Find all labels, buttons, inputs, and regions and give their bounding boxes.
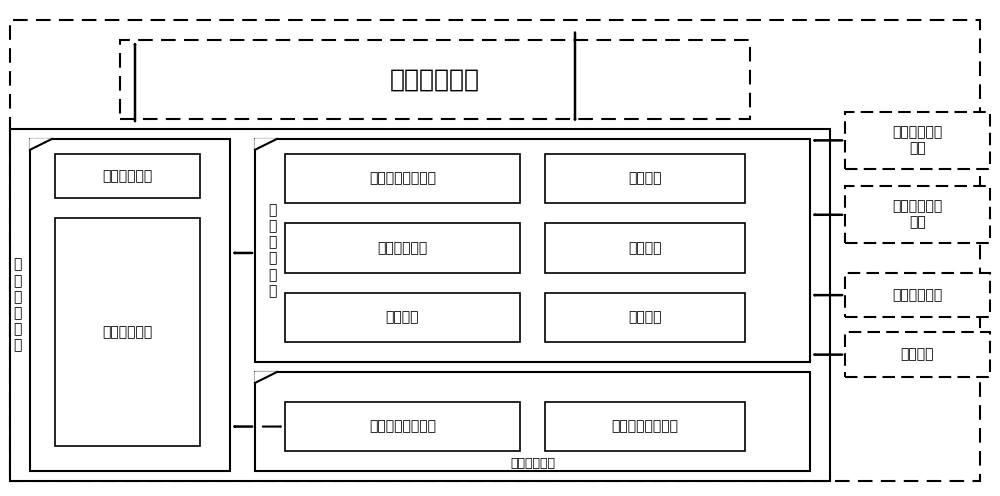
Bar xyxy=(545,402,745,451)
Text: 路政治超系统: 路政治超系统 xyxy=(892,288,943,302)
Bar xyxy=(545,293,745,342)
Text: 养护维修计划: 养护维修计划 xyxy=(102,325,153,339)
Text: 公路管养系统: 公路管养系统 xyxy=(390,67,480,91)
Bar xyxy=(545,223,745,273)
Bar xyxy=(255,372,810,471)
Text: 公路设计施工
模型: 公路设计施工 模型 xyxy=(892,125,943,155)
Text: 资金信息: 资金信息 xyxy=(628,310,662,324)
Text: 养护资金分配: 养护资金分配 xyxy=(102,169,153,183)
Polygon shape xyxy=(30,139,52,150)
Bar xyxy=(285,293,520,342)
Text: 交通影响指标评定: 交通影响指标评定 xyxy=(612,420,678,434)
Bar xyxy=(120,40,750,119)
Bar xyxy=(845,273,990,317)
Bar xyxy=(255,139,810,362)
Text: 指标评价模块: 指标评价模块 xyxy=(510,457,555,470)
Text: 公路静态基础信息: 公路静态基础信息 xyxy=(369,172,436,186)
Bar xyxy=(55,218,200,446)
Bar xyxy=(285,223,520,273)
Bar xyxy=(285,402,520,451)
Text: 交通信息: 交通信息 xyxy=(628,172,662,186)
Bar xyxy=(30,139,230,471)
Text: 养
护
决
策
模
块: 养 护 决 策 模 块 xyxy=(13,257,21,353)
Bar xyxy=(285,154,520,203)
Polygon shape xyxy=(255,139,277,150)
Text: 气象系统: 气象系统 xyxy=(901,348,934,362)
Bar xyxy=(10,129,830,481)
Text: 气象信息: 气象信息 xyxy=(628,241,662,255)
Text: 交通运行监控
系统: 交通运行监控 系统 xyxy=(892,199,943,230)
Polygon shape xyxy=(255,372,277,383)
Bar xyxy=(845,332,990,377)
Bar xyxy=(545,154,745,203)
Text: 信
息
采
集
模
块: 信 息 采 集 模 块 xyxy=(268,203,276,298)
Bar xyxy=(845,112,990,169)
Text: 公路路况指标评定: 公路路况指标评定 xyxy=(369,420,436,434)
Bar xyxy=(845,186,990,243)
Bar xyxy=(55,154,200,198)
Text: 人员信息: 人员信息 xyxy=(386,310,419,324)
Text: 养护检测信息: 养护检测信息 xyxy=(377,241,428,255)
